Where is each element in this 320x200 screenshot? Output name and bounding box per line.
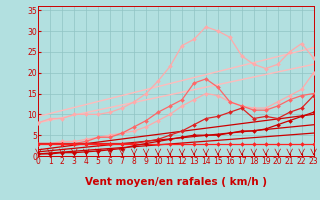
X-axis label: Vent moyen/en rafales ( km/h ): Vent moyen/en rafales ( km/h ) [85, 177, 267, 187]
